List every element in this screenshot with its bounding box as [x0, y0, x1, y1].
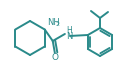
Text: H: H [66, 26, 72, 35]
Text: NH: NH [47, 18, 59, 27]
Text: 2: 2 [55, 22, 59, 26]
Text: O: O [51, 53, 58, 62]
Text: N: N [66, 32, 72, 41]
